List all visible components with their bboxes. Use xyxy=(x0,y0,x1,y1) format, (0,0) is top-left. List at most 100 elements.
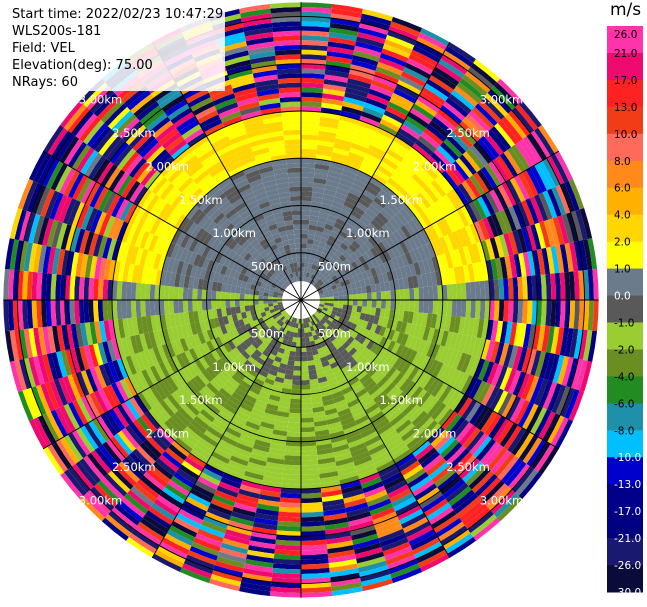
velocity-cell xyxy=(345,502,369,513)
velocity-cell xyxy=(395,191,410,206)
velocity-cell xyxy=(414,41,443,59)
velocity-cell xyxy=(103,320,112,342)
velocity-cell xyxy=(391,257,400,270)
velocity-cell xyxy=(360,347,370,357)
velocity-cell xyxy=(462,74,488,97)
velocity-cell xyxy=(366,148,384,161)
velocity-cell xyxy=(163,533,192,551)
velocity-cell xyxy=(301,191,313,197)
velocity-cell xyxy=(140,283,146,300)
velocity-cell xyxy=(252,69,278,79)
velocity-cell xyxy=(473,221,486,242)
velocity-cell xyxy=(245,558,274,568)
velocity-cell xyxy=(47,246,57,274)
velocity-cell xyxy=(88,155,107,180)
velocity-cell xyxy=(462,503,488,526)
velocity-cell xyxy=(292,214,301,221)
velocity-cell xyxy=(334,342,343,350)
velocity-cell xyxy=(106,438,126,462)
velocity-cell xyxy=(352,294,358,300)
velocity-cell xyxy=(422,326,431,341)
velocity-cell xyxy=(328,425,344,435)
velocity-cell xyxy=(258,165,274,175)
velocity-cell xyxy=(319,356,328,363)
velocity-cell xyxy=(206,290,212,300)
velocity-cell xyxy=(465,401,482,423)
velocity-cell xyxy=(301,511,324,518)
velocity-cell xyxy=(329,22,359,32)
velocity-cell xyxy=(368,498,392,512)
velocity-cell xyxy=(399,208,412,223)
velocity-cell xyxy=(59,405,76,433)
velocity-cell xyxy=(102,279,109,300)
velocity-cell xyxy=(501,394,517,419)
velocity-cell xyxy=(377,463,398,477)
velocity-cell xyxy=(532,249,541,276)
velocity-cell xyxy=(120,177,137,199)
velocity-cell xyxy=(232,174,248,186)
velocity-cell xyxy=(370,307,377,316)
velocity-cell xyxy=(587,238,598,270)
velocity-cell xyxy=(508,370,522,395)
velocity-cell xyxy=(79,229,90,254)
velocity-cell xyxy=(284,319,290,325)
velocity-cell xyxy=(263,412,277,421)
velocity-cell xyxy=(248,222,259,232)
velocity-cell xyxy=(462,427,481,449)
velocity-cell xyxy=(187,492,211,508)
velocity-cell xyxy=(265,264,273,272)
velocity-cell xyxy=(462,461,484,483)
velocity-cell xyxy=(359,312,366,321)
velocity-cell xyxy=(250,309,257,317)
velocity-cell xyxy=(317,376,328,384)
velocity-cell xyxy=(336,265,344,273)
velocity-cell xyxy=(85,394,101,419)
velocity-cell xyxy=(278,506,301,513)
velocity-cell xyxy=(273,424,288,432)
velocity-cell xyxy=(398,162,415,178)
velocity-cell xyxy=(282,120,301,127)
velocity-cell xyxy=(366,93,390,106)
velocity-cell xyxy=(133,482,157,503)
velocity-cell xyxy=(337,466,357,476)
velocity-cell xyxy=(305,253,311,259)
velocity-cell xyxy=(310,249,318,256)
velocity-cell xyxy=(332,443,350,453)
velocity-cell xyxy=(315,154,332,162)
velocity-cell xyxy=(276,311,282,317)
velocity-cell xyxy=(185,88,209,104)
velocity-cell xyxy=(134,352,146,372)
velocity-cell xyxy=(320,269,327,276)
velocity-cell xyxy=(263,121,283,129)
velocity-cell xyxy=(111,339,122,360)
velocity-cell xyxy=(446,445,467,466)
range-ring-label: 2.00km xyxy=(146,159,189,173)
velocity-cell xyxy=(227,226,238,237)
velocity-cell xyxy=(208,502,233,516)
velocity-cell xyxy=(323,271,330,278)
velocity-cell xyxy=(409,436,428,453)
velocity-cell xyxy=(414,443,434,461)
velocity-cell xyxy=(201,467,223,482)
velocity-cell xyxy=(268,223,278,231)
velocity-cell xyxy=(167,357,179,374)
velocity-cell xyxy=(260,205,272,214)
velocity-cell xyxy=(266,281,273,287)
velocity-cell xyxy=(267,140,285,148)
velocity-cell xyxy=(268,144,286,153)
velocity-cell xyxy=(363,313,371,322)
velocity-cell xyxy=(473,358,486,379)
velocity-cell xyxy=(362,189,376,201)
velocity-cell xyxy=(390,269,399,281)
velocity-cell xyxy=(320,311,326,317)
velocity-cell xyxy=(199,524,226,539)
velocity-cell xyxy=(530,350,542,376)
velocity-cell xyxy=(206,507,231,521)
range-ring-label: 500m xyxy=(251,260,284,274)
velocity-cell xyxy=(507,231,519,255)
velocity-cell xyxy=(301,16,331,23)
velocity-cell xyxy=(63,138,84,166)
velocity-cell xyxy=(265,461,284,470)
velocity-cell xyxy=(214,97,237,111)
velocity-cell xyxy=(107,300,114,321)
